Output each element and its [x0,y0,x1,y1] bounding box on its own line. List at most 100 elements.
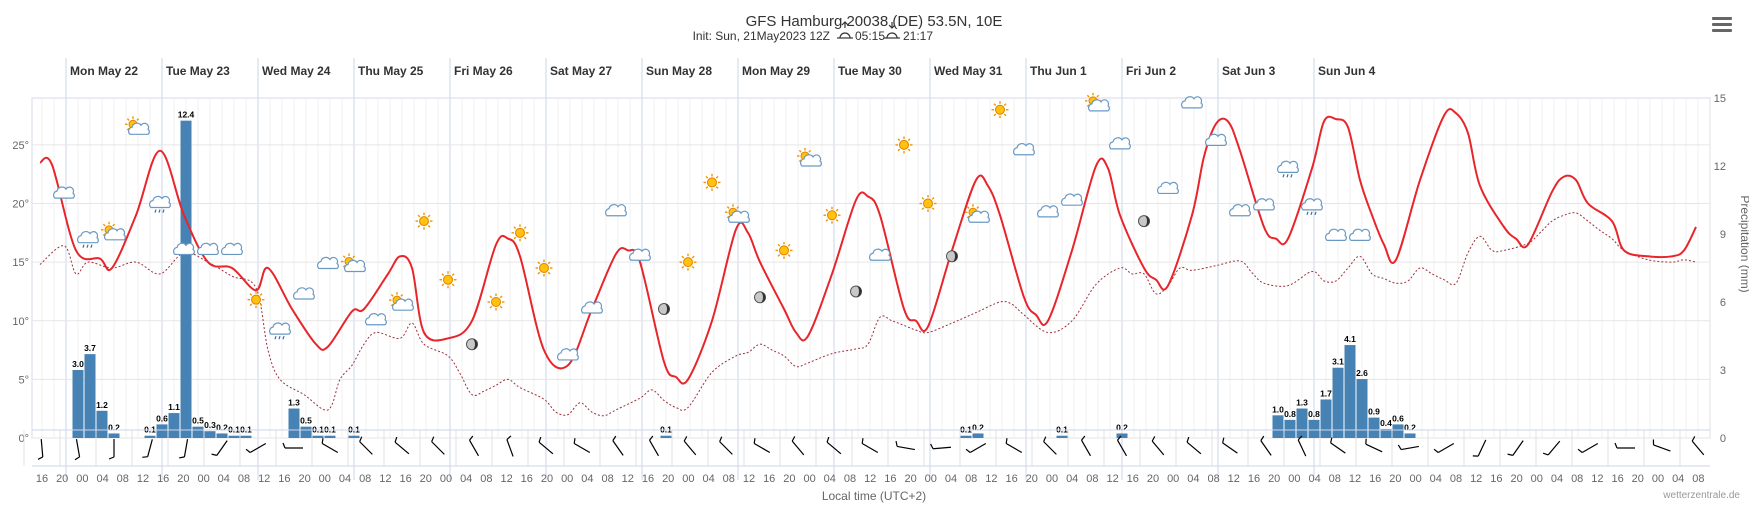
dewpoint-line [39,212,1697,417]
wind-barb [1577,448,1583,453]
sun-ray [931,197,935,200]
wind-barb [282,442,286,449]
rain-drop [86,244,89,248]
day-date: Jun 4 [1344,64,1376,78]
cloud-shape [344,259,366,273]
sun-ray [726,206,730,209]
wind-arrow-icon [719,436,733,455]
wind-shaft [1043,441,1057,455]
wind-shaft [359,441,373,455]
hour-label: 00 [561,473,573,485]
sun-ray [417,214,421,218]
sun-ray [798,149,802,153]
precipitation-bar [1404,433,1416,438]
hour-label: 16 [642,473,654,485]
sun-ray [1086,94,1090,98]
hour-label: 20 [1389,473,1401,485]
precipitation-bar [1392,424,1404,438]
wind-shaft [321,442,339,454]
wind-arrow-icon [1691,436,1705,456]
wind-arrow-icon [37,438,44,460]
sun-ray [523,226,527,230]
hour-label: 00 [76,473,88,485]
rain-drop [274,335,277,340]
precipitation-label: 0.6 [156,413,168,423]
cloud-shape [1301,198,1323,211]
sun-ray [1003,103,1007,106]
precipitation-bar [972,433,984,438]
wind-shaft [648,439,660,457]
wind-arrow-icon [965,442,987,454]
hour-label: 12 [500,473,512,485]
wind-barb [1043,436,1047,442]
sun-cloud-icon [101,221,126,241]
precipitation-bar [72,370,84,438]
sun-icon [991,101,1009,119]
rain-drop [1290,174,1293,178]
day-label: Tue May 30 [838,64,902,78]
sun-icon [415,212,433,230]
hour-label: 08 [1207,473,1219,485]
wind-shaft [468,439,480,457]
menu-bar-icon [1712,23,1732,26]
day-label: Mon May 29 [742,64,810,78]
hour-label: 12 [622,473,634,485]
cloud-shape [869,248,891,261]
hour-label: 12 [1470,473,1482,485]
precipitation-bar [1056,435,1068,438]
sun-cloud-icon [1085,92,1110,112]
wind-arrow-icon [826,436,842,455]
wind-shaft [612,440,624,456]
wind-arrow-icon [179,439,189,459]
wind-arrow-icon [1433,442,1455,454]
wind-barb [1330,437,1333,443]
sun-disc [707,177,717,188]
wind-barb [359,436,363,442]
wind-shaft [75,439,81,457]
day-of-week: Tue [838,64,862,78]
hour-label: 16 [1127,473,1139,485]
cloud-shape [1277,160,1299,173]
cloud-icon [557,348,579,361]
precipitation-label: 0.3 [204,420,216,430]
moon-icon [466,338,478,351]
hour-label: 16 [521,473,533,485]
wind-barb [791,436,796,442]
hamburger-menu-icon[interactable] [1710,14,1734,34]
sun-ray [921,207,925,211]
day-label: Sun Jun 4 [1318,64,1376,78]
cloud-shape [269,322,291,335]
day-of-week: Sun [646,64,672,78]
sun-ray [787,243,791,247]
moon-icon [946,250,958,263]
sun-ray [897,138,901,142]
sun-icon [823,206,841,224]
day-label: Sun May 28 [646,64,712,78]
cloud-icon [629,248,651,261]
cloud-shape [1088,99,1110,112]
temperature-lines [39,108,1697,417]
sun-ray [835,208,839,212]
wind-barb [1117,435,1122,441]
hour-label: 20 [1268,473,1280,485]
cloud-rain-icon [1277,160,1299,178]
cloud-shape [1037,205,1059,218]
sunset-icon [884,22,900,39]
cloud-icon [1181,96,1203,109]
sun-ray [715,175,719,179]
wind-shaft [1581,442,1599,454]
sun-ray [126,127,130,131]
hour-label: 16 [1611,473,1623,485]
wind-arrow-icon [1472,439,1487,457]
cloud-shape [1229,204,1251,217]
day-label: Thu Jun 1 [1030,64,1087,78]
sun-icon [439,271,457,289]
cloud-icon [197,242,219,256]
sun-cloud-icon [797,147,822,167]
wind-shaft [538,441,554,455]
sun-cloud-icon [725,204,750,223]
hour-label: 00 [319,473,331,485]
day-of-week: Fri [1126,64,1145,78]
wind-barb [1260,435,1265,441]
rain-drop [158,209,161,213]
